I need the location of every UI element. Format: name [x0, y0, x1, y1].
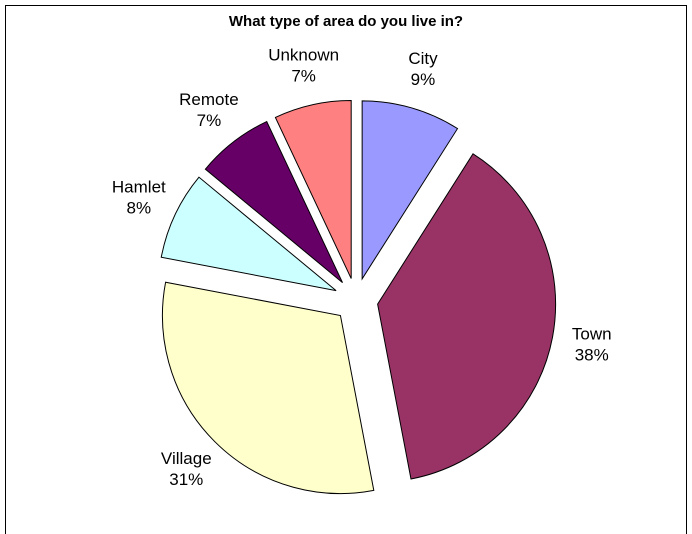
pie-slice	[160, 176, 337, 292]
pie-slice	[204, 120, 343, 284]
pie-slice	[361, 100, 459, 281]
chart-title: What type of area do you live in?	[229, 13, 463, 30]
chart-frame	[5, 5, 687, 534]
slice-label: Village	[161, 449, 212, 468]
slice-value-label: 7%	[291, 66, 316, 85]
slice-label: Remote	[179, 90, 239, 109]
slice-value-label: 31%	[169, 470, 203, 489]
slice-label: City	[408, 49, 438, 68]
slice-value-label: 9%	[411, 70, 436, 89]
slice-label: Hamlet	[112, 177, 166, 196]
slice-label: Town	[572, 324, 612, 343]
pie-slice	[274, 100, 352, 279]
slice-value-label: 7%	[197, 111, 222, 130]
pie-slice	[161, 281, 375, 495]
pie-slice	[377, 153, 557, 480]
slice-value-label: 8%	[127, 198, 152, 217]
slice-label: Unknown	[268, 45, 339, 64]
slice-value-label: 38%	[575, 345, 609, 364]
